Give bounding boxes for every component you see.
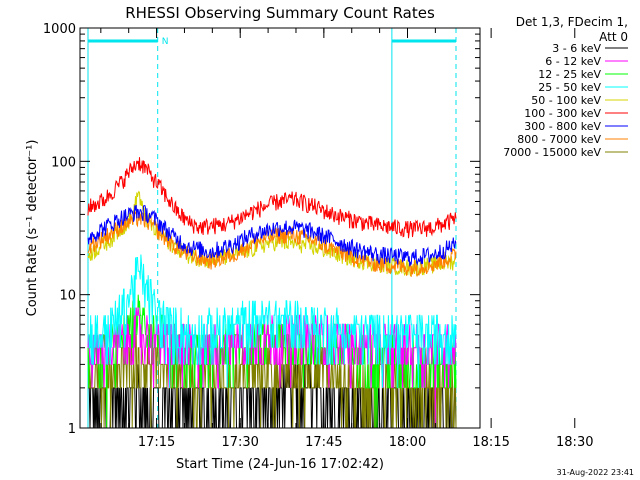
legend-label: 100 - 300 keV — [524, 107, 601, 120]
legend-label: 800 - 7000 keV — [517, 133, 601, 146]
axes-layer: 1 10 100 1000 17:15 17:30 17:45 18:00 18:15 18:30 — [43, 22, 594, 450]
y-tick-label: 1 — [68, 422, 76, 437]
series-line — [87, 157, 457, 239]
chart-title: RHESSI Observing Summary Count Rates — [125, 4, 435, 22]
series-100-300kev — [87, 157, 457, 239]
legend-label: 25 - 50 keV — [538, 81, 601, 94]
x-tick-label: 18:30 — [556, 435, 593, 450]
x-tick-label: 18:00 — [389, 435, 426, 450]
x-tick-label: 17:15 — [138, 435, 175, 450]
legend-label: 12 - 25 keV — [538, 68, 601, 81]
legend-header-line-2: Att 0 — [599, 30, 628, 44]
legend-header-line-1: Det 1,3, FDecim 1, — [516, 15, 628, 29]
series-line — [87, 210, 457, 278]
series-line — [87, 204, 457, 267]
series-300-800kev — [87, 204, 457, 267]
y-tick-label: 10 — [59, 289, 76, 304]
x-tick-label: 17:45 — [305, 435, 342, 450]
x-tick-label: 18:15 — [472, 435, 509, 450]
legend-label: 300 - 800 keV — [524, 120, 601, 133]
x-axis-label: Start Time (24-Jun-16 17:02:42) — [176, 457, 384, 472]
y-tick-label: 100 — [51, 155, 76, 170]
series-800-7000kev — [87, 210, 457, 278]
y-axis-label: Count Rate (s⁻¹ detector⁻¹) — [25, 140, 40, 317]
plot-frame — [79, 27, 481, 429]
y-tick-label: 1000 — [43, 22, 76, 37]
night-marker-label: N — [162, 37, 169, 47]
series-layer — [87, 157, 457, 429]
series-25-50kev — [88, 254, 457, 388]
x-tick-label: 17:30 — [221, 435, 258, 450]
legend-label: 50 - 100 keV — [531, 94, 601, 107]
series-line — [87, 307, 457, 429]
legend-label: 7000 - 15000 keV — [503, 146, 601, 159]
footer-timestamp: 31-Aug-2022 23:41 — [557, 468, 634, 477]
series-line — [88, 254, 457, 388]
series-6-12kev — [87, 307, 457, 429]
legend-label: 6 - 12 keV — [545, 55, 601, 68]
legend-label: 3 - 6 keV — [552, 42, 601, 55]
